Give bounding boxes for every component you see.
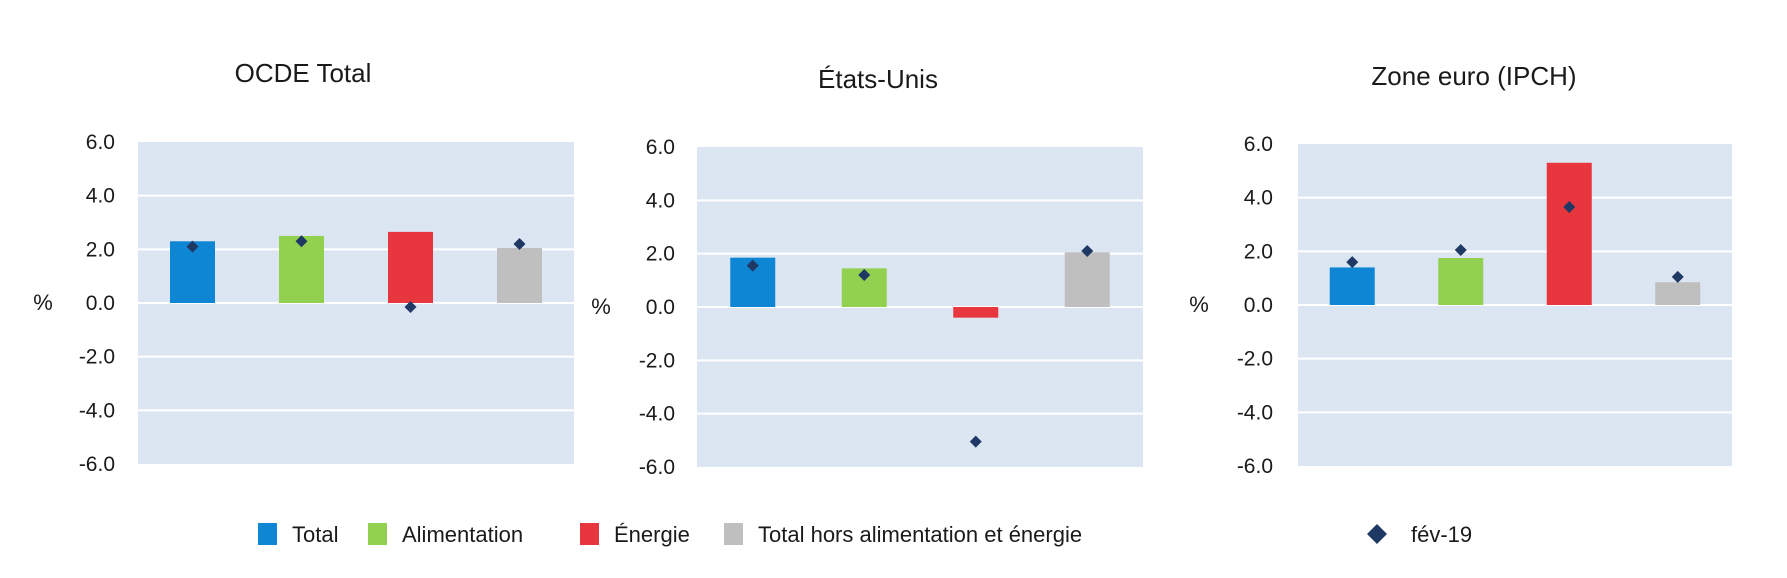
chart-title: OCDE Total [235, 58, 372, 88]
legend-label: Total [292, 522, 338, 547]
legend-swatch [724, 523, 743, 545]
y-tick-label: -6.0 [1237, 455, 1273, 478]
y-axis-label: % [591, 294, 611, 319]
marker-point [746, 259, 759, 272]
y-tick-label: 2.0 [1244, 240, 1273, 263]
marker-point [1346, 256, 1359, 269]
marker-point [1454, 243, 1467, 256]
marker-point [186, 240, 199, 253]
y-tick-label: 4.0 [86, 185, 115, 208]
chart-title: États-Unis [818, 64, 938, 94]
y-axis-label: % [33, 290, 53, 315]
legend-marker-label: fév-19 [1411, 522, 1472, 547]
bar-1 [1329, 267, 1375, 305]
y-tick-label: 2.0 [646, 243, 675, 266]
y-tick-label: 6.0 [646, 136, 675, 159]
y-tick-label: -2.0 [639, 349, 675, 372]
bar-3 [388, 231, 433, 303]
marker-point [1671, 270, 1684, 283]
bar-4 [497, 247, 542, 303]
y-tick-label: 2.0 [86, 238, 115, 261]
chart-panel: OCDE Total 6.0 4.0 2.0 0.0 -2.0 -4.0 -6.0% [33, 58, 574, 476]
bar-3 [1546, 162, 1592, 305]
chart-panels: OCDE Total6.04.02.00.0-2.0-4.0-6.0%États… [33, 58, 1732, 479]
y-tick-label: -2.0 [1237, 348, 1273, 371]
y-tick-label: 4.0 [646, 189, 675, 212]
legend-swatch [258, 523, 277, 545]
y-tick-label: 0.0 [646, 296, 675, 319]
marker-point [1563, 201, 1576, 214]
y-tick-label: -2.0 [79, 346, 115, 369]
y-tick-label: 4.0 [1244, 187, 1273, 210]
marker-point [858, 269, 871, 281]
legend-label: Alimentation [402, 522, 523, 547]
marker-point [1081, 245, 1094, 257]
y-tick-label: 0.0 [1244, 294, 1273, 317]
y-tick-label: 6.0 [1244, 133, 1273, 156]
marker-point [969, 435, 982, 448]
y-tick-label: -4.0 [79, 399, 115, 422]
y-tick-label: -6.0 [79, 453, 115, 476]
y-tick-label: -6.0 [639, 456, 675, 479]
marker-point [513, 237, 526, 250]
y-axis-label: % [1189, 292, 1209, 317]
y-tick-label: 6.0 [86, 131, 115, 154]
legend-label: Énergie [614, 522, 690, 547]
legend-swatch [368, 523, 387, 545]
legend: Total Alimentation Énergie Total hors alime… [258, 522, 1472, 547]
legend-swatch [580, 523, 599, 545]
chart-panel: États-Unis 6.0 4.0 2.0 0.0 -2.0 -4.0 -6.0% [591, 64, 1143, 479]
legend-label: Total hors alimentation et énergie [758, 522, 1082, 547]
bar-3 [953, 307, 999, 318]
marker-point [404, 301, 417, 314]
bar-4 [1655, 282, 1701, 305]
bar-4 [1064, 252, 1110, 307]
y-tick-label: 0.0 [86, 292, 115, 315]
bar-2 [1438, 258, 1484, 305]
y-tick-label: -4.0 [639, 403, 675, 426]
chart-panel: Zone euro (IPCH) 6.0 4.0 2.0 0.0 -2.0 -4.0 -6.0… [1189, 61, 1732, 478]
chart-title: Zone euro (IPCH) [1371, 61, 1576, 91]
y-tick-label: -4.0 [1237, 401, 1273, 424]
marker-point [295, 235, 308, 248]
legend-marker-swatch [1367, 524, 1387, 544]
